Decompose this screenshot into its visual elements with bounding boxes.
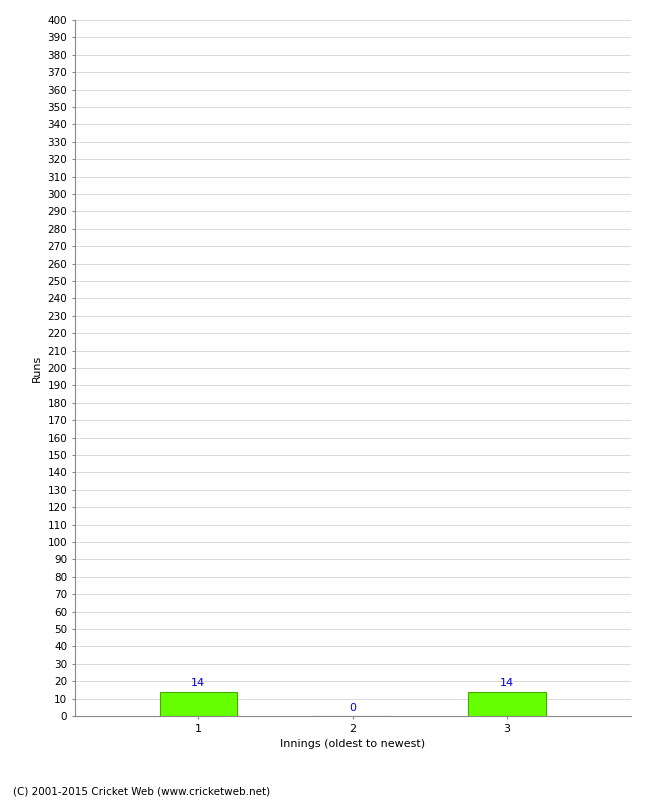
Bar: [160, 692, 237, 716]
Text: 14: 14: [500, 678, 514, 688]
Text: 14: 14: [191, 678, 205, 688]
Text: 0: 0: [349, 702, 356, 713]
Y-axis label: Runs: Runs: [32, 354, 42, 382]
Bar: [469, 692, 545, 716]
X-axis label: Innings (oldest to newest): Innings (oldest to newest): [280, 739, 425, 749]
Text: (C) 2001-2015 Cricket Web (www.cricketweb.net): (C) 2001-2015 Cricket Web (www.cricketwe…: [13, 786, 270, 796]
